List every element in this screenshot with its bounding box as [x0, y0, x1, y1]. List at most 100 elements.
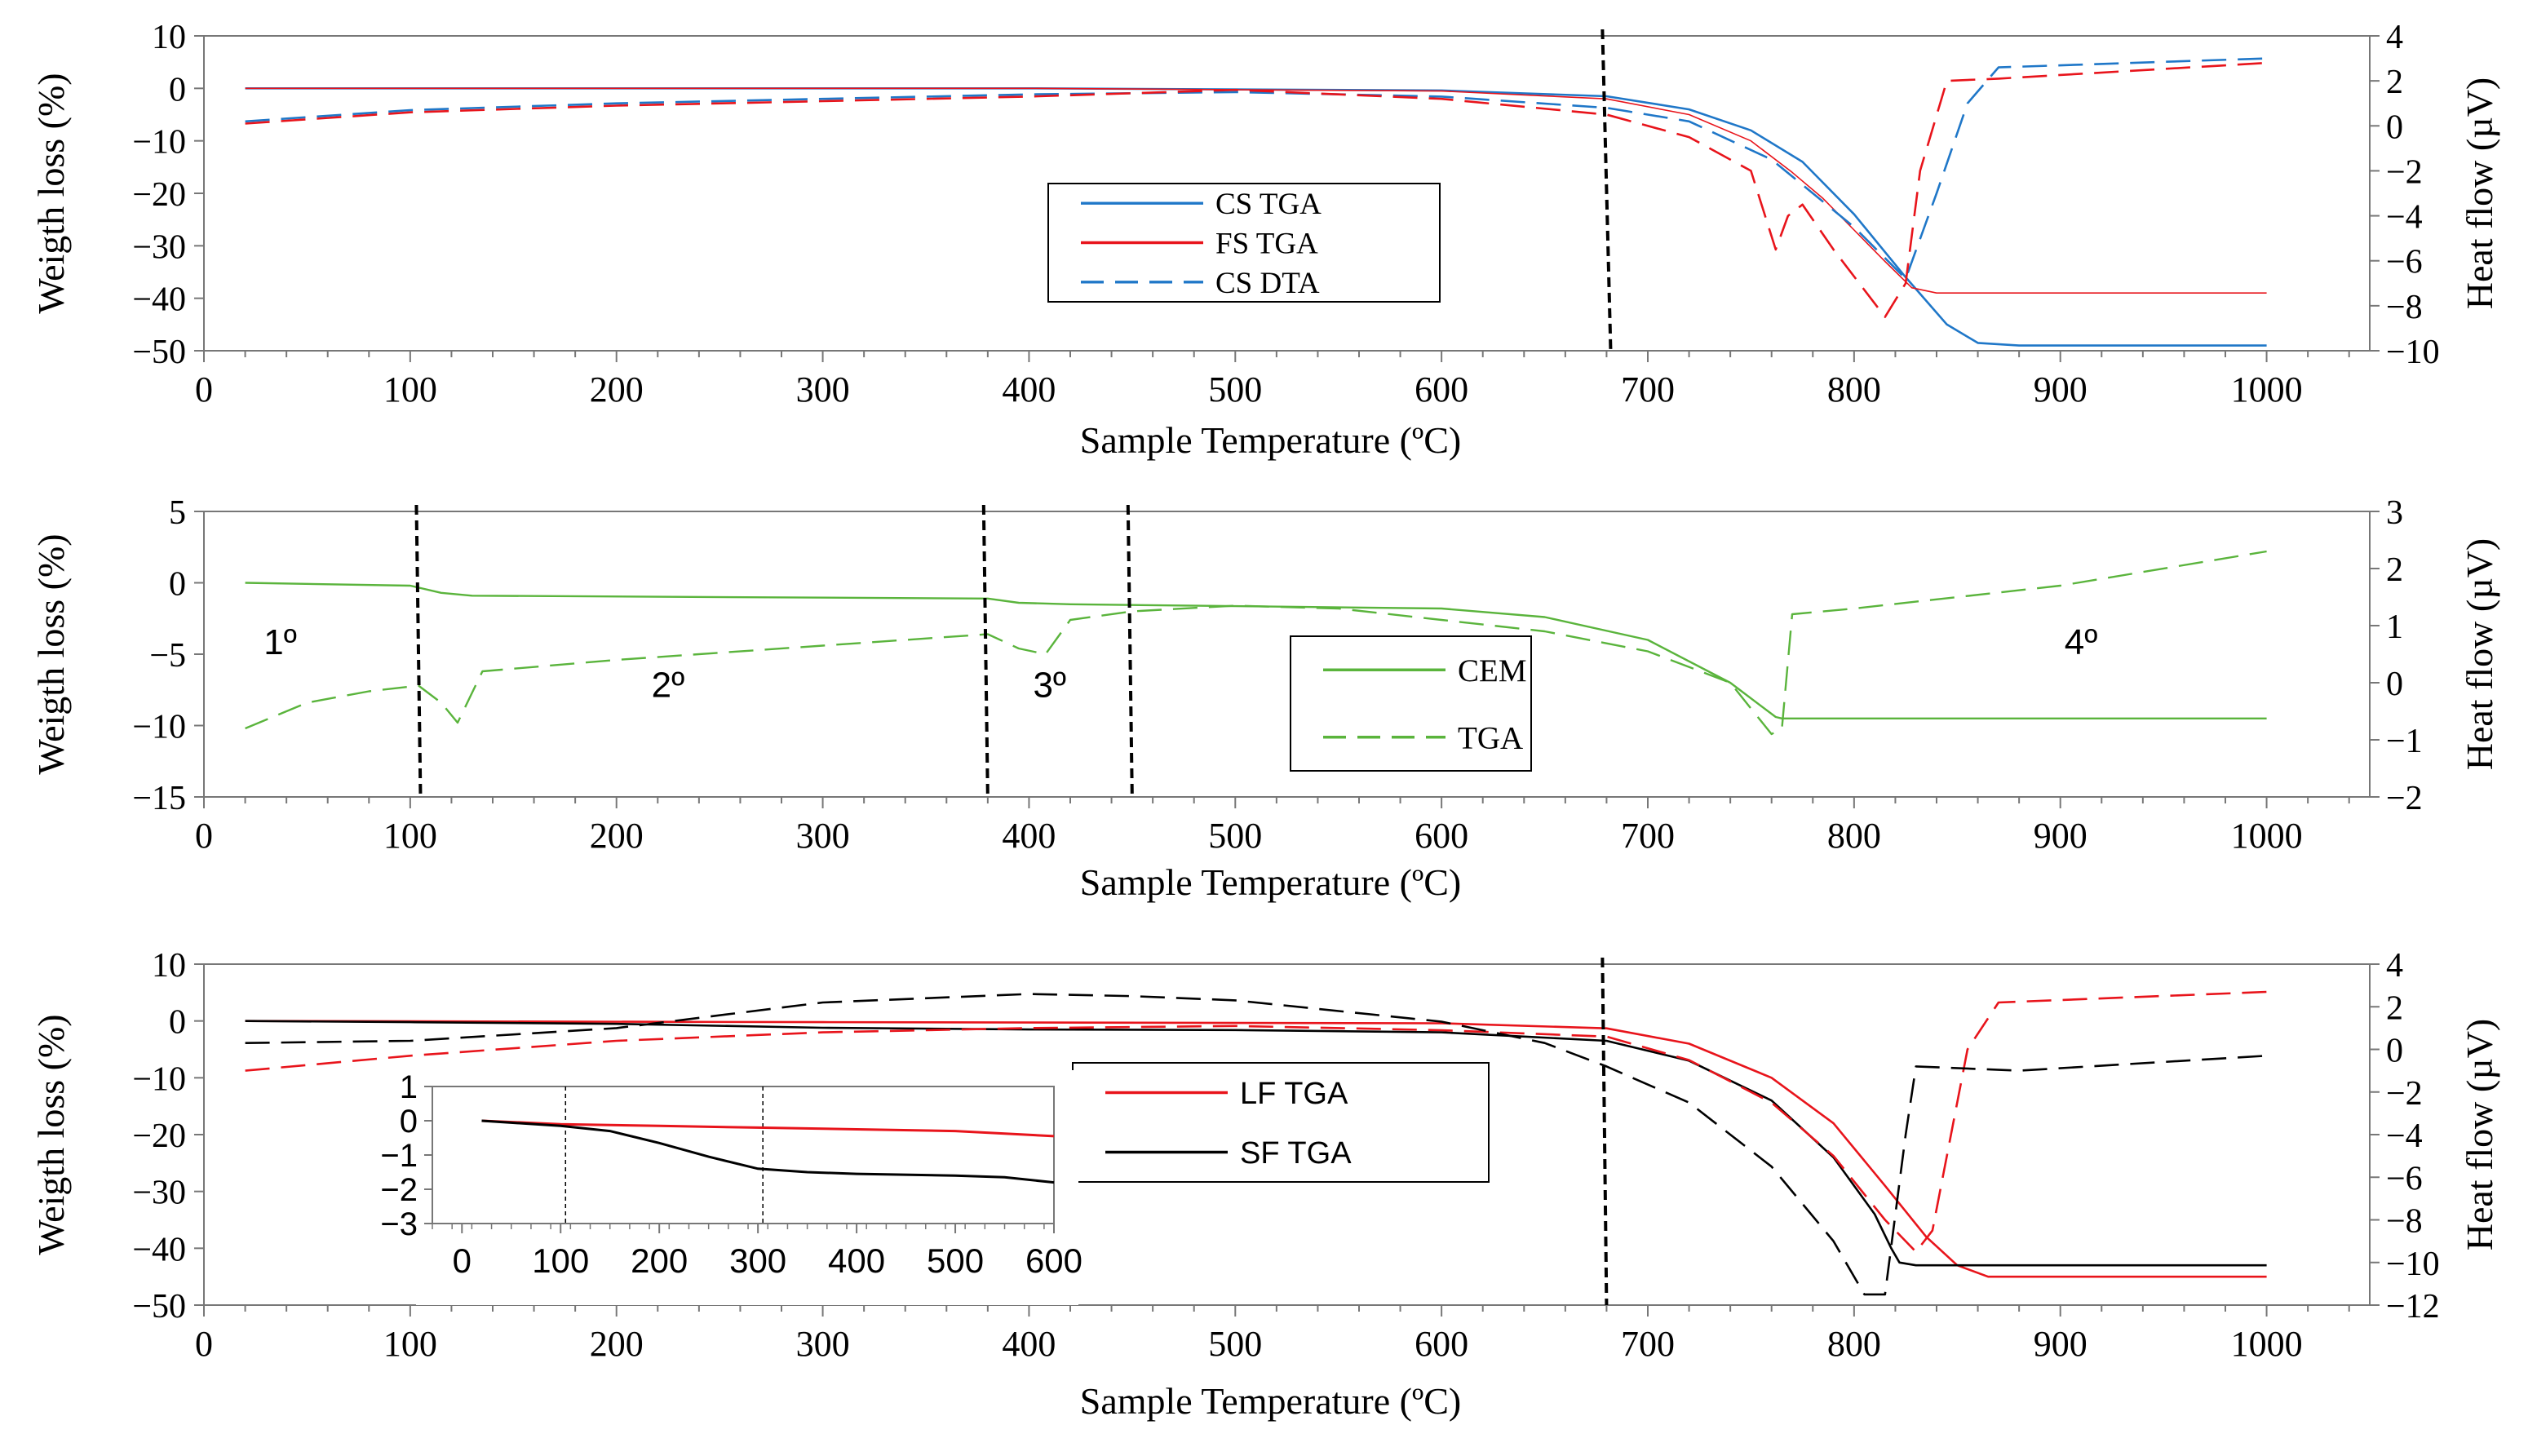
- series-line-fs-tga: [245, 87, 2267, 294]
- y-tick-label: 5: [169, 494, 186, 532]
- legend-label: TGA: [1458, 720, 1523, 755]
- stage-boundary-line: [1600, 957, 1609, 1306]
- stage-label: 3º: [1033, 666, 1066, 706]
- y2-tick-label: −2: [2386, 1075, 2423, 1113]
- y2-tick-label: 4: [2386, 19, 2403, 56]
- y-tick-label: 10: [152, 947, 186, 985]
- series-line-sf-dta: [245, 993, 2267, 1296]
- x-tick-label: 900: [2034, 370, 2087, 409]
- inset-x-tick-label: 600: [1025, 1241, 1082, 1280]
- y-tick-label: 0: [169, 71, 186, 108]
- series-line-cem: [245, 582, 2267, 719]
- y-tick-label: −40: [132, 281, 186, 319]
- inset-series-line-lf-tga: [481, 1119, 1055, 1138]
- inset-x-tick-label: 300: [729, 1241, 786, 1280]
- x-tick-label: 200: [590, 370, 644, 409]
- legend-label: LF TGA: [1240, 1077, 1348, 1111]
- chart-panel-middle: 0 100 200 300 400 500 600 700 800 900 100050−5−10−…: [30, 494, 2500, 903]
- y2-tick-label: −10: [2386, 334, 2440, 371]
- y2-tick-label: 1: [2386, 609, 2403, 646]
- y2-axis-label: Heat flow (µV): [2459, 538, 2500, 771]
- stage-boundary-line: [981, 504, 990, 798]
- x-tick-label: 800: [1827, 1324, 1881, 1364]
- legend: CS TGA FS TGA CS DTA: [1047, 183, 1441, 303]
- y2-tick-label: −6: [2386, 1160, 2423, 1197]
- y2-tick-label: −6: [2386, 244, 2423, 281]
- x-tick-label: 0: [195, 816, 213, 856]
- y2-tick-label: −10: [2386, 1246, 2440, 1283]
- legend: CEM TGA: [1290, 635, 1532, 772]
- y-axis-label: Weigth loss (%): [30, 1014, 72, 1255]
- x-tick-label: 100: [383, 816, 437, 856]
- stage-boundary-line: [1600, 29, 1613, 352]
- y2-tick-label: 4: [2386, 947, 2403, 985]
- x-tick-label: 1000: [2231, 370, 2303, 409]
- x-tick-label: 700: [1621, 1324, 1675, 1364]
- x-tick-label: 300: [796, 370, 850, 409]
- inset-x-tick-label: 100: [532, 1241, 589, 1280]
- chart-panel-top: 0 100 200 300 400 500 600 700 800 900 1000100−10−2…: [30, 19, 2500, 461]
- inset-y-tick-label: −3: [380, 1206, 418, 1242]
- y2-tick-label: 2: [2386, 989, 2403, 1027]
- y2-tick-label: −1: [2386, 723, 2423, 760]
- series-line-lf-tga: [245, 1020, 2267, 1278]
- y-tick-label: 0: [169, 1004, 186, 1042]
- legend-box: [1072, 1062, 1490, 1183]
- x-tick-label: 300: [796, 1324, 850, 1364]
- y2-tick-label: 0: [2386, 108, 2403, 146]
- x-tick-label: 0: [195, 370, 213, 409]
- series-line-cs-dta: [245, 57, 2267, 281]
- x-tick-label: 500: [1208, 816, 1262, 856]
- y2-tick-label: 0: [2386, 666, 2403, 703]
- y2-tick-label: −4: [2386, 1117, 2423, 1155]
- inset-x-tick-label: 200: [631, 1241, 688, 1280]
- x-tick-label: 900: [2034, 1324, 2087, 1364]
- x-tick-label: 100: [383, 370, 437, 409]
- stage-boundary-line: [1126, 504, 1134, 798]
- stage-label: 4º: [2065, 622, 2098, 662]
- y-tick-label: −10: [132, 124, 186, 162]
- x-tick-label: 200: [590, 816, 644, 856]
- y2-tick-label: 2: [2386, 64, 2403, 101]
- x-tick-label: 1000: [2231, 1324, 2303, 1364]
- legend-label: CEM: [1458, 653, 1527, 688]
- inset-y-tick-label: 1: [400, 1069, 418, 1105]
- x-tick-label: 300: [796, 816, 850, 856]
- inset-y-tick-label: 0: [400, 1104, 418, 1140]
- inset-series-line-sf-tga: [481, 1119, 1055, 1184]
- x-tick-label: 400: [1002, 370, 1056, 409]
- stage-boundary-line: [414, 504, 423, 798]
- stage-label: 2º: [652, 666, 685, 706]
- x-axis-label: Sample Temperature (ºC): [1080, 1380, 1461, 1422]
- y-tick-label: −15: [132, 780, 186, 817]
- y2-tick-label: 2: [2386, 551, 2403, 589]
- y-tick-label: −50: [132, 1288, 186, 1325]
- x-tick-label: 600: [1415, 1324, 1468, 1364]
- x-tick-label: 500: [1208, 370, 1262, 409]
- chart-panel-bottom: 0 100 200 300 4 0 0 500 600 700 800 900 1000 100 −10 −2…: [30, 947, 2500, 1422]
- x-tick-label: 100: [383, 1324, 437, 1364]
- stage-label: 1º: [263, 622, 297, 662]
- y-tick-label: −10: [132, 709, 186, 746]
- x-axis-label: Sample Temperature (ºC): [1080, 861, 1461, 903]
- legend-label: CS TGA: [1215, 188, 1322, 221]
- y-tick-label: −30: [132, 228, 186, 266]
- x-tick-label: 800: [1827, 816, 1881, 856]
- y-tick-label: −20: [132, 176, 186, 214]
- legend: LF TGA SF TGA: [1072, 1062, 1490, 1183]
- x-tick-label: 600: [1415, 816, 1468, 856]
- inset-x-tick-label: 500: [927, 1241, 984, 1280]
- y-tick-label: 10: [152, 19, 186, 56]
- series-line-tga: [245, 550, 2267, 736]
- y-axis-label: Weigth loss (%): [30, 73, 72, 313]
- legend-box: [1290, 635, 1532, 772]
- plot-area: [203, 511, 2371, 798]
- x-tick-label: 400: [1002, 816, 1056, 856]
- x-tick-label: 1000: [2231, 816, 2303, 856]
- inset-x-tick-label: 0: [453, 1241, 472, 1280]
- y2-tick-label: −12: [2386, 1288, 2440, 1325]
- inset-y-tick-label: −1: [380, 1138, 418, 1174]
- series-line-sf-tga: [245, 1020, 2267, 1267]
- x-tick-label: 700: [1621, 370, 1675, 409]
